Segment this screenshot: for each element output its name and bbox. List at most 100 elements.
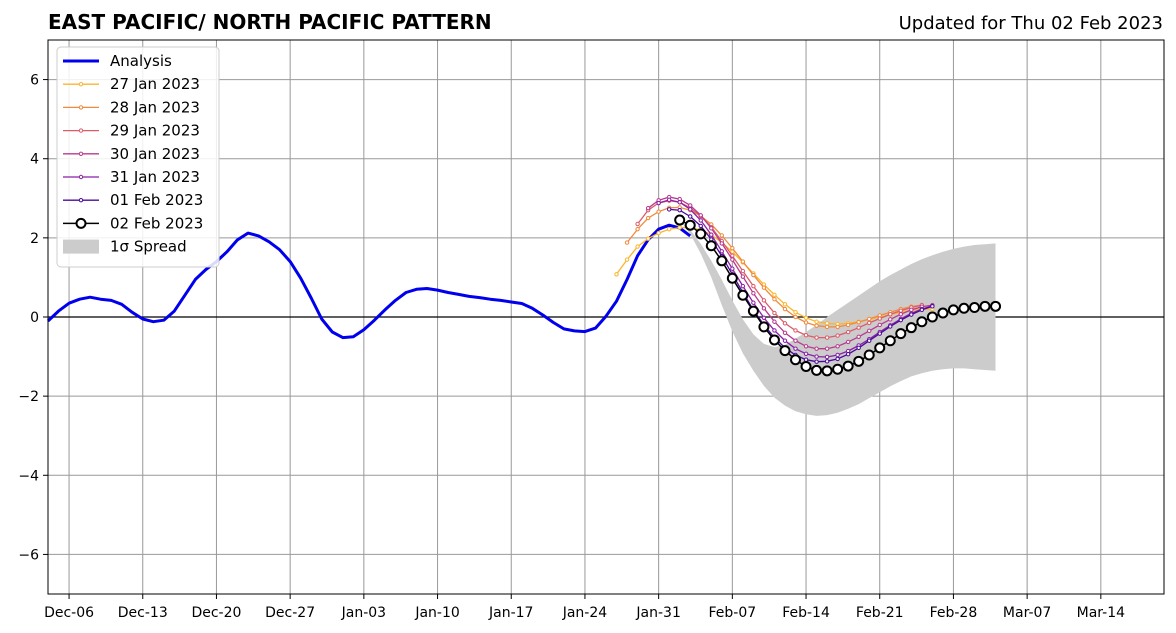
forecast-point (730, 266, 735, 271)
forecast-point (856, 334, 861, 339)
forecast-point (666, 226, 672, 232)
forecast-point (772, 310, 777, 316)
legend-marker (78, 128, 84, 133)
forecast-point (782, 338, 788, 343)
forecast-point (747, 305, 759, 317)
forecast-point (803, 351, 809, 357)
forecast-line (647, 196, 933, 350)
forecast-point (761, 285, 767, 290)
forecast-point (874, 342, 886, 354)
forecast-point (656, 209, 661, 214)
chart-title: EAST PACIFIC/ NORTH PACIFIC PATTERN (48, 10, 492, 34)
forecast-point (677, 207, 682, 213)
forecast-point (790, 354, 802, 366)
forecast-point (821, 365, 833, 377)
forecast-point (888, 324, 893, 329)
forecast-point (635, 244, 640, 249)
forecast-point (737, 289, 749, 301)
forecast-point (909, 312, 914, 317)
forecast-point (719, 241, 725, 246)
forecast-point (782, 321, 788, 326)
forecast-point (740, 259, 746, 264)
forecast-point (793, 338, 798, 343)
forecast-point (635, 226, 640, 232)
forecast-point (688, 203, 693, 208)
forecast-point (898, 308, 903, 313)
forecast-point (674, 214, 686, 226)
forecast-point (698, 213, 703, 218)
x-tick-label: Dec-27 (265, 605, 315, 621)
forecast-line (637, 200, 922, 339)
forecast-point (835, 352, 840, 358)
forecast-point (779, 345, 791, 357)
forecast-point (709, 232, 714, 237)
forecast-point (803, 333, 809, 338)
forecast-point (958, 302, 970, 314)
legend-label: 30 Jan 2023 (110, 145, 200, 163)
forecast-point (761, 315, 767, 320)
forecast-point (824, 346, 830, 351)
forecast-point (926, 311, 938, 323)
forecast-point (898, 317, 903, 323)
forecast-point (656, 200, 661, 206)
forecast-point (688, 214, 693, 219)
forecast-point (877, 331, 882, 336)
forecast-point (867, 328, 872, 334)
legend-entry: 29 Jan 2023 (63, 122, 200, 140)
forecast-point (803, 344, 809, 349)
forecast-point (624, 240, 630, 245)
forecast-point (895, 328, 907, 340)
forecast-point (719, 249, 725, 254)
forecast-point (888, 317, 893, 322)
x-tick-label: Dec-06 (44, 605, 94, 621)
forecast-point (811, 364, 823, 376)
forecast-point (877, 322, 882, 328)
forecast-point (916, 316, 928, 328)
x-tick-label: Jan-17 (488, 605, 533, 621)
forecast-point (698, 223, 703, 229)
legend-label: Analysis (110, 52, 172, 70)
forecast-point (845, 329, 851, 335)
forecast-point (947, 304, 959, 316)
forecast-point (635, 221, 640, 227)
forecast-point (979, 300, 991, 312)
legend-label: 01 Feb 2023 (110, 191, 203, 209)
forecast-point (751, 291, 756, 296)
legend-marker (78, 105, 84, 110)
forecast-series (645, 194, 935, 351)
forecast-point (845, 339, 851, 345)
legend-label: 27 Jan 2023 (110, 75, 200, 93)
legend-label: 31 Jan 2023 (110, 168, 200, 186)
forecast-point (824, 359, 830, 364)
legend-label: 1σ Spread (110, 238, 187, 256)
forecast-point (842, 360, 854, 372)
forecast-point (856, 345, 861, 351)
forecast-point (803, 357, 809, 362)
legend-label: 28 Jan 2023 (110, 98, 200, 116)
forecast-point (835, 356, 840, 362)
forecast-point (800, 360, 812, 372)
forecast-point (937, 307, 949, 319)
legend-entry: 31 Jan 2023 (63, 168, 200, 186)
forecast-point (835, 333, 840, 338)
forecast-point (751, 300, 756, 305)
legend-swatch (63, 239, 99, 254)
legend-label: 02 Feb 2023 (110, 214, 203, 232)
legend-marker (75, 217, 87, 229)
forecast-point (845, 322, 851, 328)
forecast-point (863, 349, 875, 361)
forecast-point (968, 302, 980, 314)
x-tick-label: Feb-21 (856, 605, 904, 621)
forecast-point (856, 319, 861, 325)
forecast-point (772, 319, 777, 324)
chart-subtitle: Updated for Thu 02 Feb 2023 (899, 13, 1163, 34)
legend-label: 29 Jan 2023 (110, 122, 200, 140)
forecast-point (884, 335, 896, 347)
forecast-point (898, 312, 903, 317)
forecast-point (814, 359, 819, 364)
forecast-point (730, 257, 735, 262)
forecast-point (705, 240, 717, 252)
forecast-point (782, 330, 788, 336)
y-tick-label: −2 (18, 389, 39, 405)
